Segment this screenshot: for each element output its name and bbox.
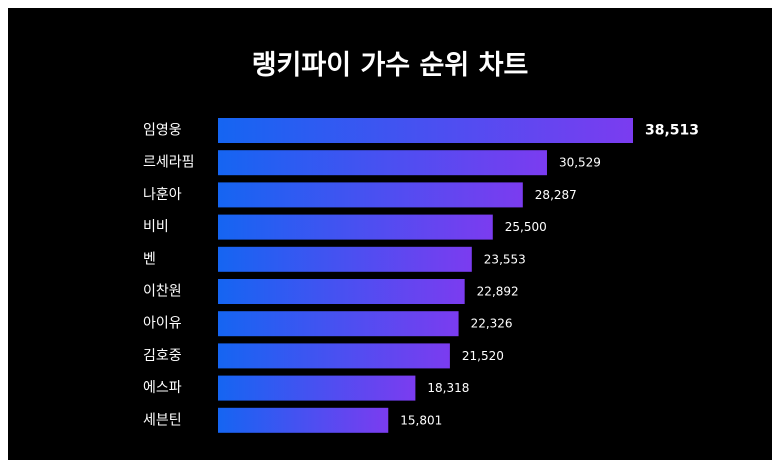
bar [218,375,416,401]
bar [218,407,389,433]
category-label: 이찬원 [143,284,182,300]
value-label: 38,513 [645,123,699,139]
category-label: 아이유 [143,316,182,332]
chart-title: 랭키파이 가수 순위 차트 [251,50,529,81]
bar [218,118,633,143]
value-label: 18,318 [427,381,469,395]
value-label: 21,520 [462,349,504,363]
value-label: 30,529 [559,156,601,170]
value-label: 22,892 [477,285,519,299]
bar [218,343,450,369]
category-label: 르세라핌 [143,155,195,171]
category-label: 벤 [143,251,156,267]
bar [218,214,493,240]
bar [218,311,459,337]
bar [218,279,465,304]
category-label: 나훈아 [143,187,182,203]
bar [218,246,472,272]
value-label: 22,326 [471,317,513,331]
bar [218,182,523,208]
category-label: 임영웅 [143,123,182,139]
category-label: 비비 [143,219,169,235]
category-label: 에스파 [143,380,182,396]
value-label: 28,287 [535,188,577,202]
value-label: 23,553 [484,252,526,266]
bars-group: 임영웅 38,513 르세라핌 30,529 나훈아 28,287 비비 25,500 벤 23,… [143,118,699,433]
value-label: 25,500 [505,220,547,234]
category-label: 세븐틴 [143,412,182,428]
bar [218,150,547,176]
value-label: 15,801 [400,413,442,427]
category-label: 김호중 [143,348,182,364]
